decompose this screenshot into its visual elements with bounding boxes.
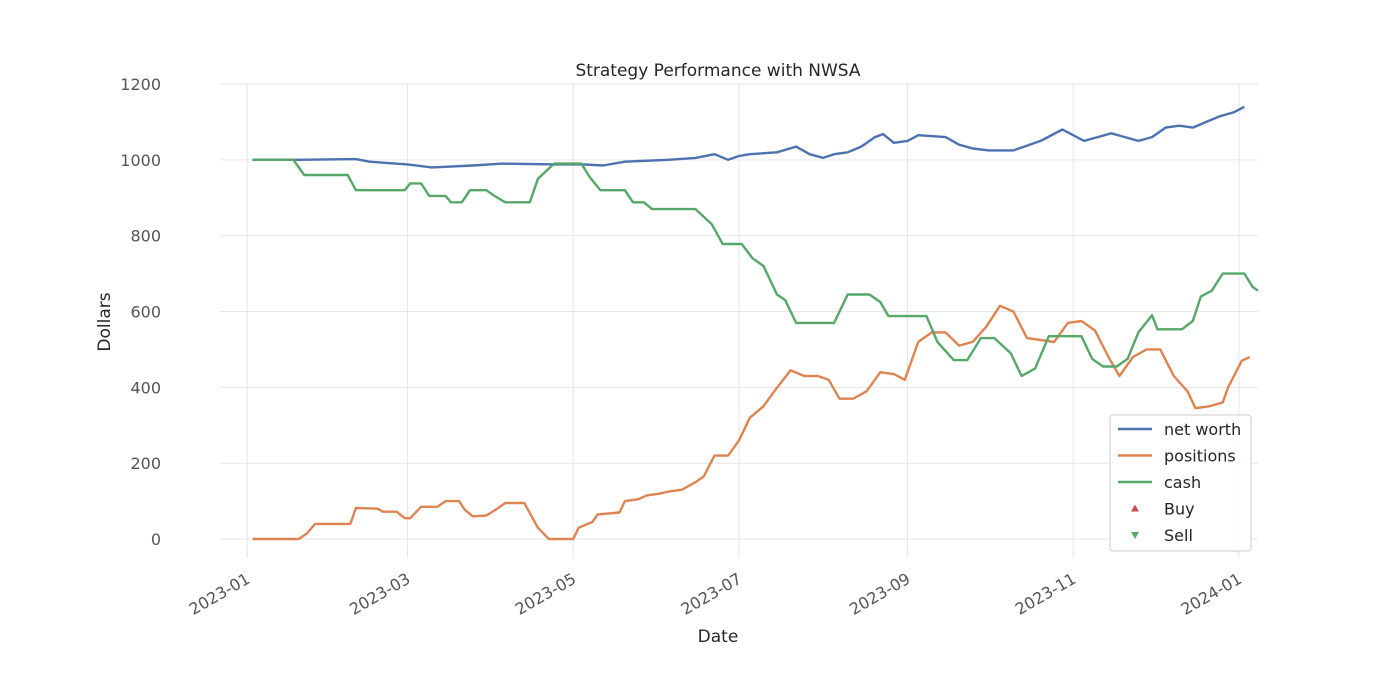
x-tick-label: 2023-09 [846,569,913,619]
legend-label: net worth [1164,420,1241,439]
x-tick-label: 2023-05 [512,569,579,619]
chart-title: Strategy Performance with NWSA [575,61,860,81]
x-axis: 2023-01 2023-03 2023-05 2023-07 2023-09 2023-… [186,569,1245,619]
y-tick-label: 800 [130,227,161,246]
y-tick-label: 600 [130,303,161,322]
x-tick-label: 2024-01 [1178,569,1245,619]
y-axis-label: Dollars [95,292,115,351]
legend: net worth positions cash Buy Sell [1109,414,1252,552]
y-axis: 0 200 400 600 800 1000 1200 [120,75,161,549]
x-tick-label: 2023-01 [186,569,253,619]
legend-label: Sell [1164,526,1193,545]
x-axis-label: Date [698,627,739,647]
legend-marker-sell [1131,532,1139,539]
x-tick-label: 2023-11 [1012,569,1079,619]
x-tick-label: 2023-03 [346,569,413,619]
legend-frame [1109,414,1252,552]
legend-label: positions [1164,447,1236,466]
series-line-positions [252,304,1251,541]
legend-marker-buy [1131,504,1139,512]
y-tick-label: 1000 [120,151,161,170]
plot-area [252,105,1259,541]
legend-label: cash [1164,473,1201,492]
legend-label: Buy [1164,500,1195,519]
series-line-cash [252,158,1259,378]
series-line-net-worth [252,105,1245,169]
y-tick-label: 400 [130,378,161,397]
y-tick-label: 1200 [120,75,161,94]
x-tick-label: 2023-07 [678,569,745,619]
y-tick-label: 0 [151,530,161,549]
y-tick-label: 200 [130,454,161,473]
